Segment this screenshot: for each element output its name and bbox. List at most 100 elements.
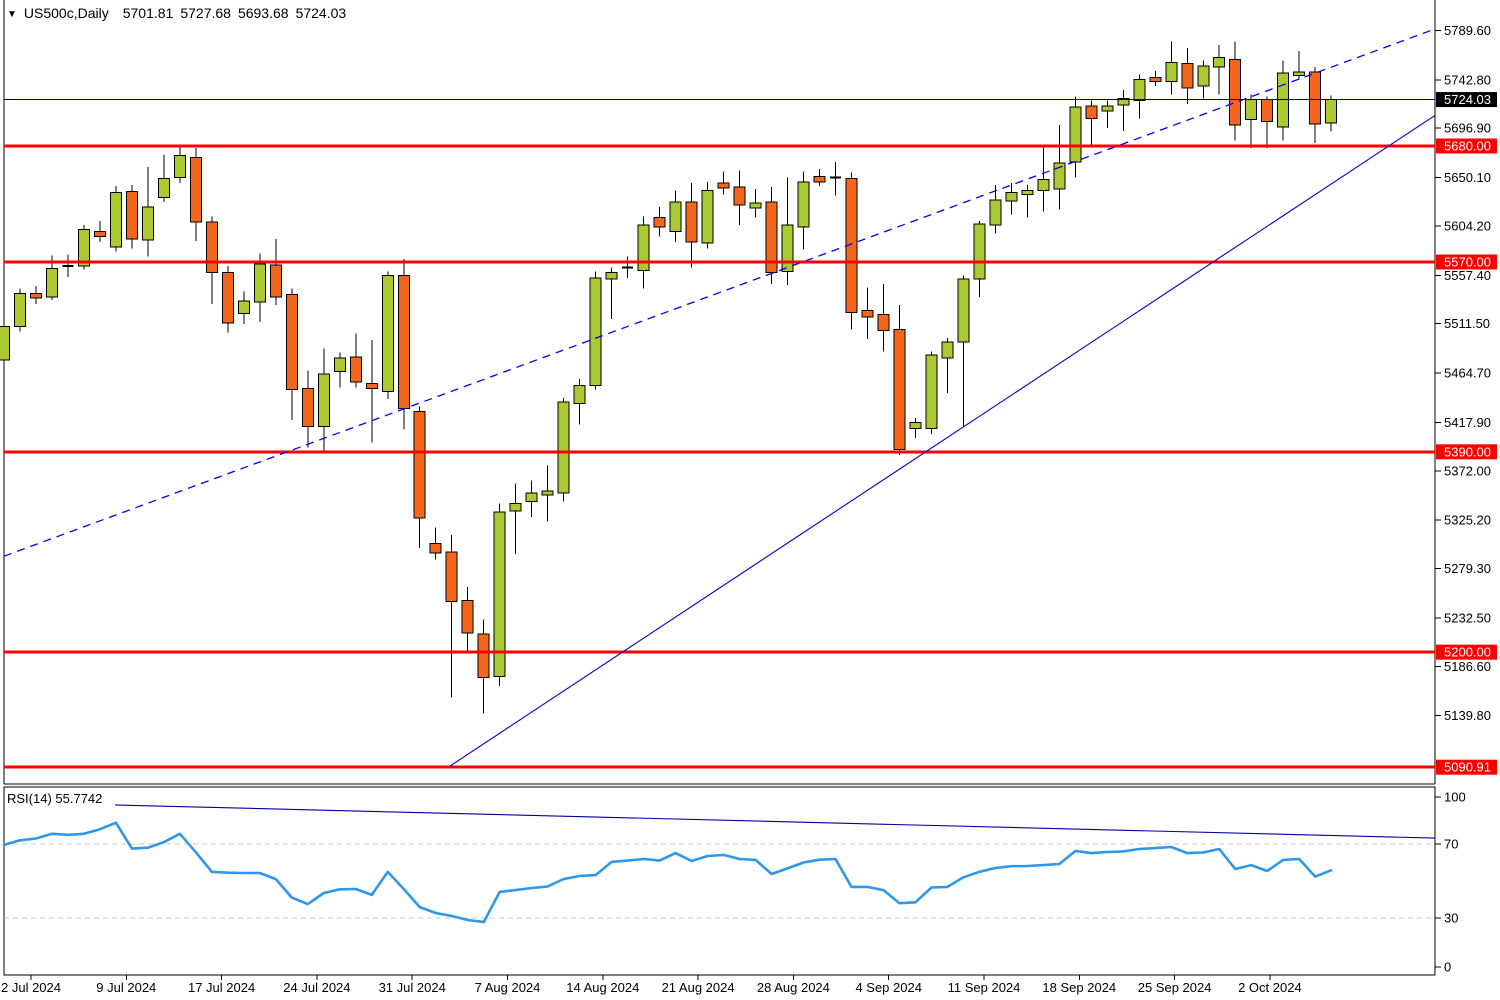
price-tick-label: 5325.20 xyxy=(1444,513,1491,528)
current-price-label: 5724.03 xyxy=(1444,92,1491,107)
candle xyxy=(781,177,794,286)
candle xyxy=(13,288,26,332)
symbol-timeframe-label: US500c,Daily xyxy=(23,5,109,21)
date-tick-label: 17 Jul 2024 xyxy=(188,980,255,995)
candle xyxy=(845,172,858,330)
ohlc-low: 5693.68 xyxy=(237,5,289,21)
candle xyxy=(1293,51,1306,80)
date-tick-label: 31 Jul 2024 xyxy=(379,980,446,995)
rsi-axis-label: 0 xyxy=(1444,960,1451,975)
candle xyxy=(1149,71,1162,86)
candle xyxy=(429,527,442,560)
candle xyxy=(1325,95,1338,132)
date-tick-label: 28 Aug 2024 xyxy=(757,980,830,995)
candle xyxy=(381,271,394,400)
price-tick-label: 5789.60 xyxy=(1444,23,1491,38)
rsi-pane[interactable] xyxy=(2,821,1435,924)
date-tick-label: 18 Sep 2024 xyxy=(1042,980,1116,995)
price-tick-label: 5696.90 xyxy=(1444,121,1491,136)
trendline[interactable] xyxy=(449,114,1436,767)
candle xyxy=(605,267,618,319)
candle xyxy=(1181,47,1194,104)
candle xyxy=(237,291,250,325)
candle xyxy=(1005,182,1018,215)
time-axis[interactable]: 2 Jul 2024 9 Jul 2024 17 Jul 2024 24 Jul 20… xyxy=(1,975,1302,995)
candle xyxy=(541,465,554,522)
candle xyxy=(1229,41,1242,141)
candle xyxy=(365,340,378,443)
price-axis[interactable]: 5789.60 5742.80 5696.90 5650.10 5604.20 5557.… xyxy=(1435,23,1497,975)
candle xyxy=(62,254,74,277)
candle xyxy=(221,266,234,333)
date-tick-label: 21 Aug 2024 xyxy=(662,980,735,995)
price-tick-label: 5742.80 xyxy=(1444,72,1491,87)
candle xyxy=(829,161,841,196)
price-tick-label: 5417.90 xyxy=(1444,415,1491,430)
rsi-axis-label: 70 xyxy=(1444,837,1458,852)
candle xyxy=(573,379,586,425)
candle xyxy=(205,216,218,305)
candle xyxy=(269,238,282,306)
candle xyxy=(493,503,506,686)
price-tick-label: 5604.20 xyxy=(1444,218,1491,233)
candle xyxy=(557,398,570,502)
ohlc-close: 5724.03 xyxy=(295,5,347,21)
candle xyxy=(733,170,746,226)
rsi-trendline[interactable] xyxy=(114,804,1436,839)
candle xyxy=(701,181,714,249)
candle xyxy=(973,220,986,297)
candle xyxy=(909,418,922,439)
candle xyxy=(813,169,826,187)
candle xyxy=(285,288,298,421)
date-tick-label: 9 Jul 2024 xyxy=(96,980,156,995)
date-tick-label: 2 Oct 2024 xyxy=(1238,980,1302,995)
price-tick-label: 5511.50 xyxy=(1444,316,1490,331)
candle xyxy=(445,535,458,698)
candle xyxy=(0,322,10,388)
candle xyxy=(461,586,474,653)
candle xyxy=(301,370,314,448)
candle xyxy=(109,186,122,252)
candle xyxy=(669,190,682,242)
candle xyxy=(1245,94,1258,149)
date-tick-label: 24 Jul 2024 xyxy=(283,980,350,995)
dashed-trendline[interactable] xyxy=(3,28,1436,557)
chart-title: ▼ US500c,Daily 5701.81 5727.68 5693.68 5724.0… xyxy=(7,5,353,21)
candle xyxy=(349,333,362,388)
candle xyxy=(333,352,346,388)
date-tick-label: 2 Jul 2024 xyxy=(1,980,61,995)
candle xyxy=(413,406,426,548)
rsi-series-line xyxy=(2,821,1333,924)
date-tick-label: 25 Sep 2024 xyxy=(1138,980,1212,995)
candle xyxy=(925,351,938,434)
candle xyxy=(397,258,410,430)
candle xyxy=(525,480,538,518)
level-price-label: 5570.00 xyxy=(1444,254,1491,269)
ohlc-open: 5701.81 xyxy=(122,5,174,21)
candle xyxy=(317,348,330,453)
symbol-marker-icon: ▼ xyxy=(7,9,17,20)
candle xyxy=(893,305,906,455)
candle xyxy=(1309,66,1322,143)
price-level-lines[interactable] xyxy=(4,99,1435,769)
candle xyxy=(1261,96,1274,149)
candle xyxy=(637,216,650,289)
candle xyxy=(653,207,666,237)
candle xyxy=(1197,60,1210,99)
price-tick-label: 5279.30 xyxy=(1444,561,1491,576)
rsi-axis-label: 100 xyxy=(1444,790,1466,805)
candle xyxy=(1165,41,1178,95)
price-tick-label: 5139.80 xyxy=(1444,708,1491,723)
candle xyxy=(957,275,970,428)
candle xyxy=(861,287,874,339)
level-price-label: 5390.00 xyxy=(1444,444,1491,459)
candle xyxy=(941,337,954,393)
candle xyxy=(765,187,778,285)
candle xyxy=(589,271,602,390)
candle xyxy=(717,171,730,195)
candle xyxy=(1037,147,1050,212)
price-tick-label: 5650.10 xyxy=(1444,170,1491,185)
candle xyxy=(1021,185,1034,218)
